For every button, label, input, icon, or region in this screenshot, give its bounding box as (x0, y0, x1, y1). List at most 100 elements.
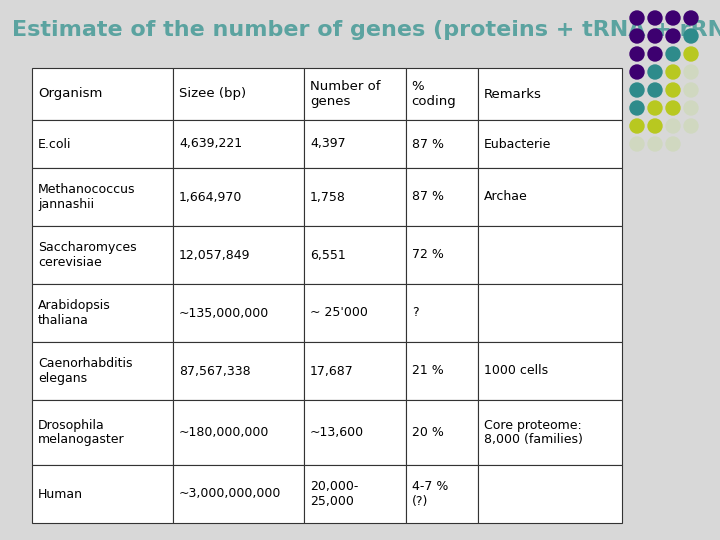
Bar (304, 465, 405, 523)
Text: 21 %: 21 % (412, 364, 444, 377)
Circle shape (684, 101, 698, 115)
Text: Core proteome:
8,000 (families): Core proteome: 8,000 (families) (484, 418, 582, 447)
Bar (405, 342, 478, 400)
Bar (173, 342, 304, 400)
Text: 12,057,849: 12,057,849 (179, 248, 251, 261)
Bar (32, 226, 173, 284)
Text: Drosophila
melanogaster: Drosophila melanogaster (38, 418, 125, 447)
Bar (32, 168, 173, 226)
Text: ~ 25'000: ~ 25'000 (310, 307, 368, 320)
Circle shape (630, 83, 644, 97)
Text: ?: ? (412, 307, 418, 320)
Text: Eubacterie: Eubacterie (484, 138, 551, 151)
Bar (478, 68, 622, 120)
Text: 20 %: 20 % (412, 426, 444, 439)
Bar (478, 342, 622, 400)
Circle shape (666, 11, 680, 25)
Circle shape (684, 119, 698, 133)
Circle shape (630, 11, 644, 25)
Circle shape (648, 11, 662, 25)
Text: Human: Human (38, 488, 83, 501)
Circle shape (666, 83, 680, 97)
Bar (405, 284, 478, 342)
Bar (478, 465, 622, 523)
Circle shape (648, 83, 662, 97)
Circle shape (630, 47, 644, 61)
Bar (173, 284, 304, 342)
Text: ~3,000,000,000: ~3,000,000,000 (179, 488, 282, 501)
Circle shape (648, 119, 662, 133)
Circle shape (666, 29, 680, 43)
Text: Estimate of the number of genes (proteins + tRNA + rRNA): Estimate of the number of genes (protein… (12, 20, 720, 40)
Text: 87,567,338: 87,567,338 (179, 364, 251, 377)
Text: Remarks: Remarks (484, 87, 541, 100)
Bar (304, 400, 405, 465)
Text: E.coli: E.coli (38, 138, 71, 151)
Text: 17,687: 17,687 (310, 364, 354, 377)
Bar (478, 400, 622, 465)
Circle shape (684, 65, 698, 79)
Text: ~180,000,000: ~180,000,000 (179, 426, 269, 439)
Text: 1,664,970: 1,664,970 (179, 191, 243, 204)
Circle shape (630, 101, 644, 115)
Text: %
coding: % coding (412, 80, 456, 108)
Circle shape (630, 137, 644, 151)
Text: Sizee (bp): Sizee (bp) (179, 87, 246, 100)
Circle shape (684, 11, 698, 25)
Bar (32, 465, 173, 523)
Bar (304, 168, 405, 226)
Bar (405, 400, 478, 465)
Text: 72 %: 72 % (412, 248, 444, 261)
Text: Saccharomyces
cerevisiae: Saccharomyces cerevisiae (38, 241, 137, 269)
Text: Number of
genes: Number of genes (310, 80, 381, 108)
Circle shape (630, 29, 644, 43)
Bar (173, 120, 304, 168)
Text: 4-7 %
(?): 4-7 % (?) (412, 480, 448, 508)
Bar (478, 120, 622, 168)
Bar (478, 226, 622, 284)
Circle shape (666, 101, 680, 115)
Text: 87 %: 87 % (412, 138, 444, 151)
Bar (304, 120, 405, 168)
Text: ~135,000,000: ~135,000,000 (179, 307, 269, 320)
Bar (32, 342, 173, 400)
Bar (173, 168, 304, 226)
Text: 1000 cells: 1000 cells (484, 364, 548, 377)
Bar (405, 168, 478, 226)
Circle shape (666, 47, 680, 61)
Circle shape (666, 119, 680, 133)
Bar (405, 226, 478, 284)
Bar (478, 284, 622, 342)
Bar (304, 226, 405, 284)
Bar (173, 68, 304, 120)
Bar (173, 226, 304, 284)
Bar (405, 68, 478, 120)
Bar (304, 342, 405, 400)
Circle shape (648, 65, 662, 79)
Bar (173, 465, 304, 523)
Bar (405, 465, 478, 523)
Text: Methanococcus
jannashii: Methanococcus jannashii (38, 183, 135, 211)
Text: Archae: Archae (484, 191, 528, 204)
Bar (304, 68, 405, 120)
Text: 6,551: 6,551 (310, 248, 346, 261)
Text: 1,758: 1,758 (310, 191, 346, 204)
Circle shape (630, 65, 644, 79)
Bar (173, 400, 304, 465)
Circle shape (666, 65, 680, 79)
Circle shape (648, 47, 662, 61)
Bar (304, 284, 405, 342)
Circle shape (684, 83, 698, 97)
Circle shape (648, 29, 662, 43)
Text: 20,000-
25,000: 20,000- 25,000 (310, 480, 359, 508)
Bar (32, 284, 173, 342)
Text: 87 %: 87 % (412, 191, 444, 204)
Text: Arabidopsis
thaliana: Arabidopsis thaliana (38, 299, 111, 327)
Bar (32, 400, 173, 465)
Bar (405, 120, 478, 168)
Circle shape (684, 47, 698, 61)
Text: ~13,600: ~13,600 (310, 426, 364, 439)
Bar (478, 168, 622, 226)
Circle shape (630, 119, 644, 133)
Text: 4,639,221: 4,639,221 (179, 138, 242, 151)
